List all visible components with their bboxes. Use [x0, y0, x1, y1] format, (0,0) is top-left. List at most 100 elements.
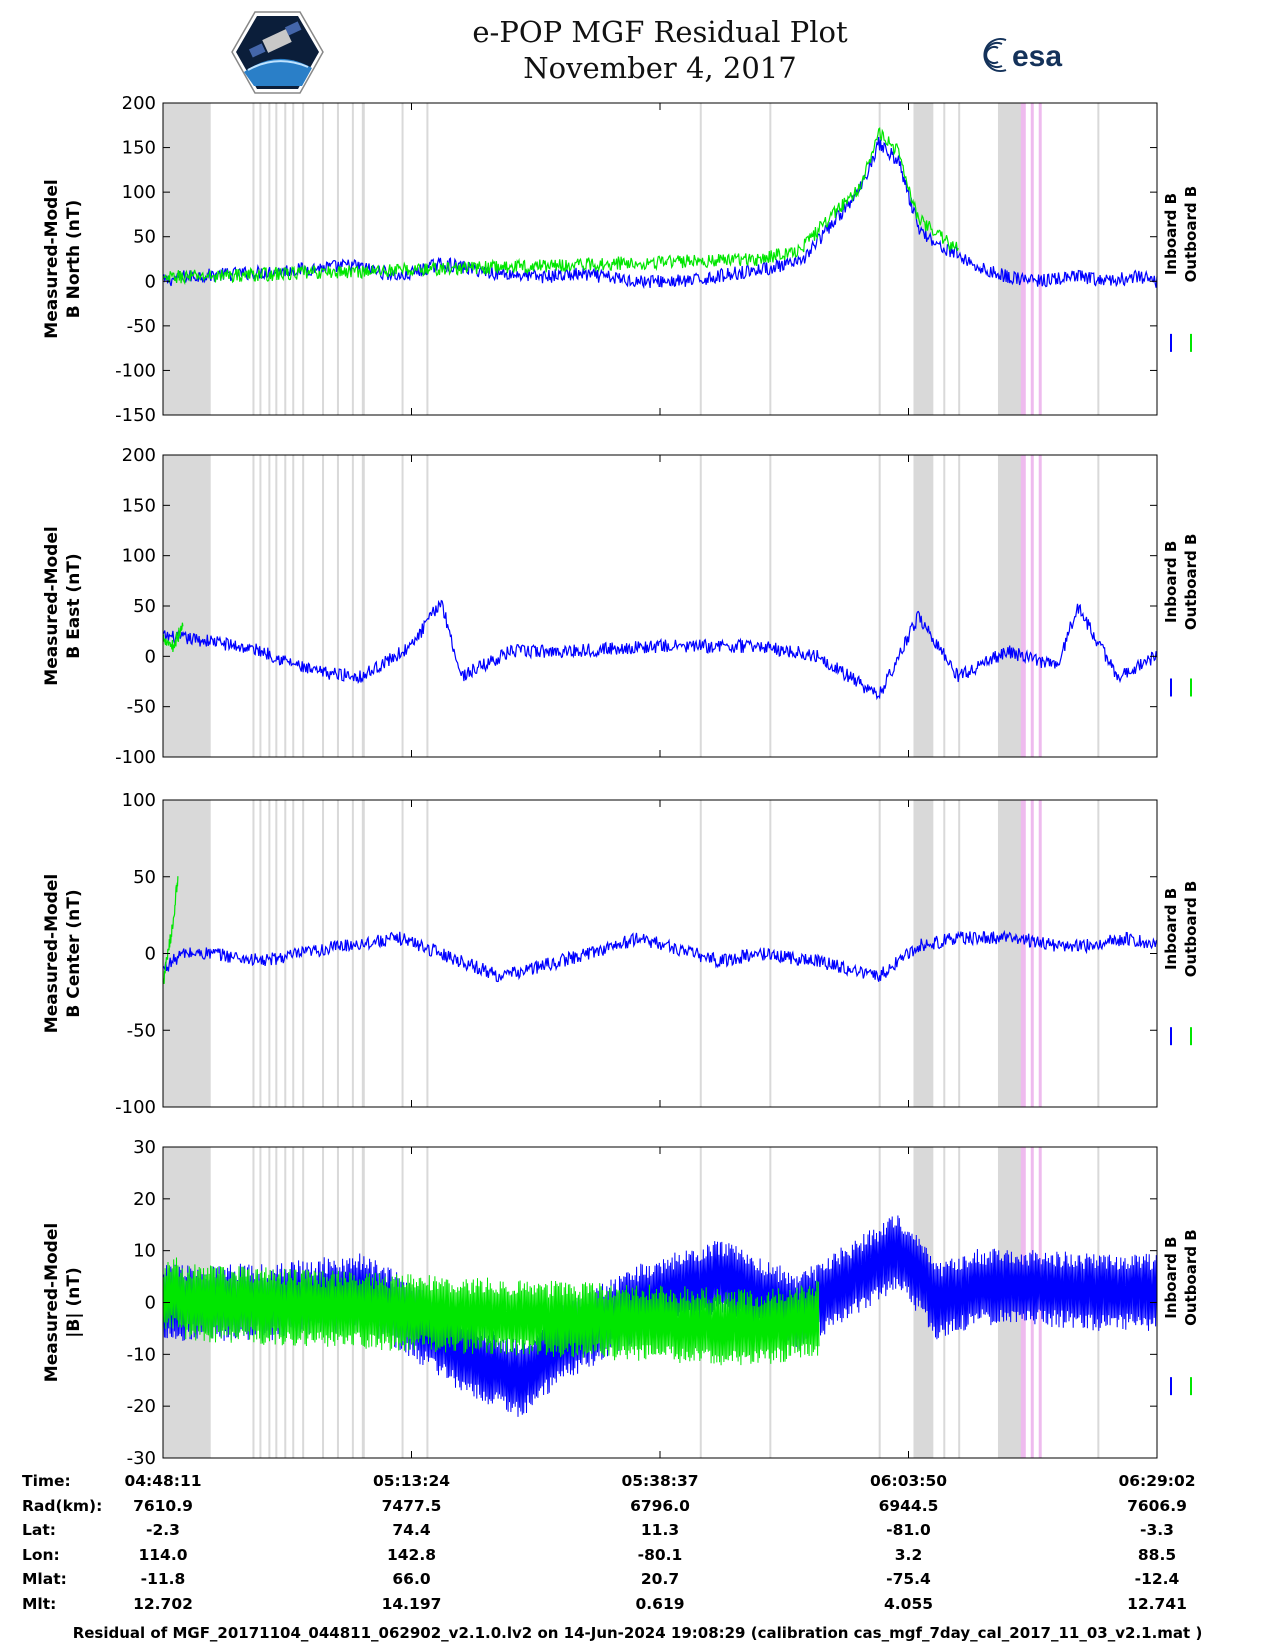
y-tick-label: 150	[122, 138, 156, 159]
y-tick-label: -50	[127, 1020, 156, 1041]
legend-label-inboard: Inboard B	[1162, 193, 1180, 275]
y-tick-label: 20	[133, 1189, 156, 1210]
y-tick-label: -30	[127, 1448, 156, 1469]
esa-logo-text: esa	[1012, 40, 1062, 73]
y-axis-label-line-2: B North (nT)	[64, 200, 84, 319]
data-gap-band	[336, 800, 339, 1107]
series-line-outboard-b	[162, 127, 959, 286]
data-gap-band	[292, 455, 295, 757]
y-axis-label-line-1: Measured-Model	[42, 526, 62, 685]
data-gap-band	[958, 455, 961, 757]
y-tick-label: 50	[133, 227, 156, 248]
esa-logo-icon: esa	[983, 38, 1062, 73]
legend: Inboard B Outboard B	[1162, 534, 1200, 697]
y-axis-label-line-2: B Center (nT)	[64, 889, 84, 1017]
footer-caption: Residual of MGF_20171104_044811_062902_v…	[72, 1624, 1203, 1642]
data-gap-band	[268, 103, 271, 415]
data-gap-band	[351, 103, 354, 415]
data-gap-band	[336, 103, 339, 415]
flag-band	[1038, 800, 1042, 1107]
series-line-inboard-b	[162, 929, 1158, 983]
y-tick-label: 100	[122, 182, 156, 203]
data-gap-band	[878, 1147, 881, 1458]
y-tick-label: -10	[127, 1344, 156, 1365]
data-gap-band	[259, 455, 262, 757]
data-gap-band	[913, 455, 934, 757]
data-gap-band	[322, 455, 325, 757]
y-axis-label-line-1: Measured-Model	[42, 1223, 62, 1382]
y-tick-label: 0	[145, 271, 156, 292]
y-axis-label-line-2: |B| (nT)	[64, 1267, 84, 1338]
y-tick-label: 200	[122, 93, 156, 114]
data-gap-band	[268, 455, 271, 757]
data-gap-band	[284, 800, 287, 1107]
y-tick-label: 10	[133, 1241, 156, 1262]
y-tick-label: 0	[145, 1293, 156, 1314]
y-tick-label: -100	[115, 360, 156, 381]
legend-label-outboard: Outboard B	[1182, 1229, 1200, 1326]
panel-2: -100 -50 0 50 100 150 200 Measured-Model B East …	[42, 445, 1200, 768]
data-gap-band	[769, 455, 772, 757]
data-gap-band	[943, 455, 946, 757]
y-tick-label: 0	[145, 944, 156, 965]
data-gap-band	[336, 455, 339, 757]
data-gap-band	[163, 455, 211, 757]
legend-label-inboard: Inboard B	[1162, 1237, 1180, 1319]
data-gap-band	[351, 455, 354, 757]
flag-band	[1020, 455, 1026, 757]
series-line-inboard-b	[162, 136, 1158, 290]
data-gap-band	[997, 800, 1023, 1107]
y-axis-label-line-1: Measured-Model	[42, 874, 62, 1033]
data-gap-band	[275, 800, 278, 1107]
legend: Inboard B Outboard B	[1162, 1229, 1200, 1396]
flag-band	[1020, 800, 1026, 1107]
data-gap-band	[913, 103, 934, 415]
data-gap-band	[268, 800, 271, 1107]
data-gap-band	[1097, 103, 1100, 415]
legend-label-outboard: Outboard B	[1182, 186, 1200, 283]
data-gap-band	[259, 800, 262, 1107]
data-gap-band	[878, 800, 881, 1107]
y-tick-label: 30	[133, 1137, 156, 1158]
data-gap-band	[1097, 800, 1100, 1107]
data-gap-band	[426, 800, 429, 1107]
data-gap-band	[302, 455, 305, 757]
data-gap-band	[426, 455, 429, 757]
series-line-outboard-b	[162, 622, 184, 653]
data-gap-band	[252, 800, 255, 1107]
y-tick-label: -20	[127, 1396, 156, 1417]
cassiope-logo-icon	[231, 11, 324, 94]
y-tick-label: 200	[122, 445, 156, 466]
y-tick-label: 50	[133, 596, 156, 617]
legend: Inboard B Outboard B	[1162, 186, 1200, 352]
y-tick-label: 0	[145, 646, 156, 667]
page-title: e-POP MGF Residual Plot November 4, 2017	[380, 14, 940, 86]
data-gap-band	[878, 455, 881, 757]
data-gap-band	[361, 103, 365, 415]
data-gap-band	[361, 800, 365, 1107]
data-gap-band	[401, 800, 404, 1107]
y-axis-label-line-2: B East (nT)	[64, 553, 84, 658]
flag-band	[1020, 103, 1026, 415]
y-tick-label: -50	[127, 697, 156, 718]
y-tick-label: -100	[115, 1097, 156, 1118]
y-tick-label: -100	[115, 747, 156, 768]
data-gap-band	[302, 103, 305, 415]
data-gap-band	[699, 455, 702, 757]
data-gap-band	[913, 1147, 934, 1458]
legend: Inboard B Outboard B	[1162, 881, 1200, 1046]
data-gap-band	[943, 800, 946, 1107]
data-gap-band	[275, 455, 278, 757]
data-gap-band	[878, 103, 881, 415]
legend-label-inboard: Inboard B	[1162, 541, 1180, 623]
data-gap-band	[1097, 455, 1100, 757]
series-line-inboard-b	[162, 599, 1158, 701]
series-line-outboard-b	[162, 1257, 820, 1366]
data-gap-band	[699, 103, 702, 415]
data-gap-band	[997, 455, 1023, 757]
series-line-outboard-b	[162, 876, 179, 984]
data-gap-band	[361, 455, 365, 757]
title-line-2: November 4, 2017	[523, 51, 797, 85]
data-gap-band	[401, 455, 404, 757]
